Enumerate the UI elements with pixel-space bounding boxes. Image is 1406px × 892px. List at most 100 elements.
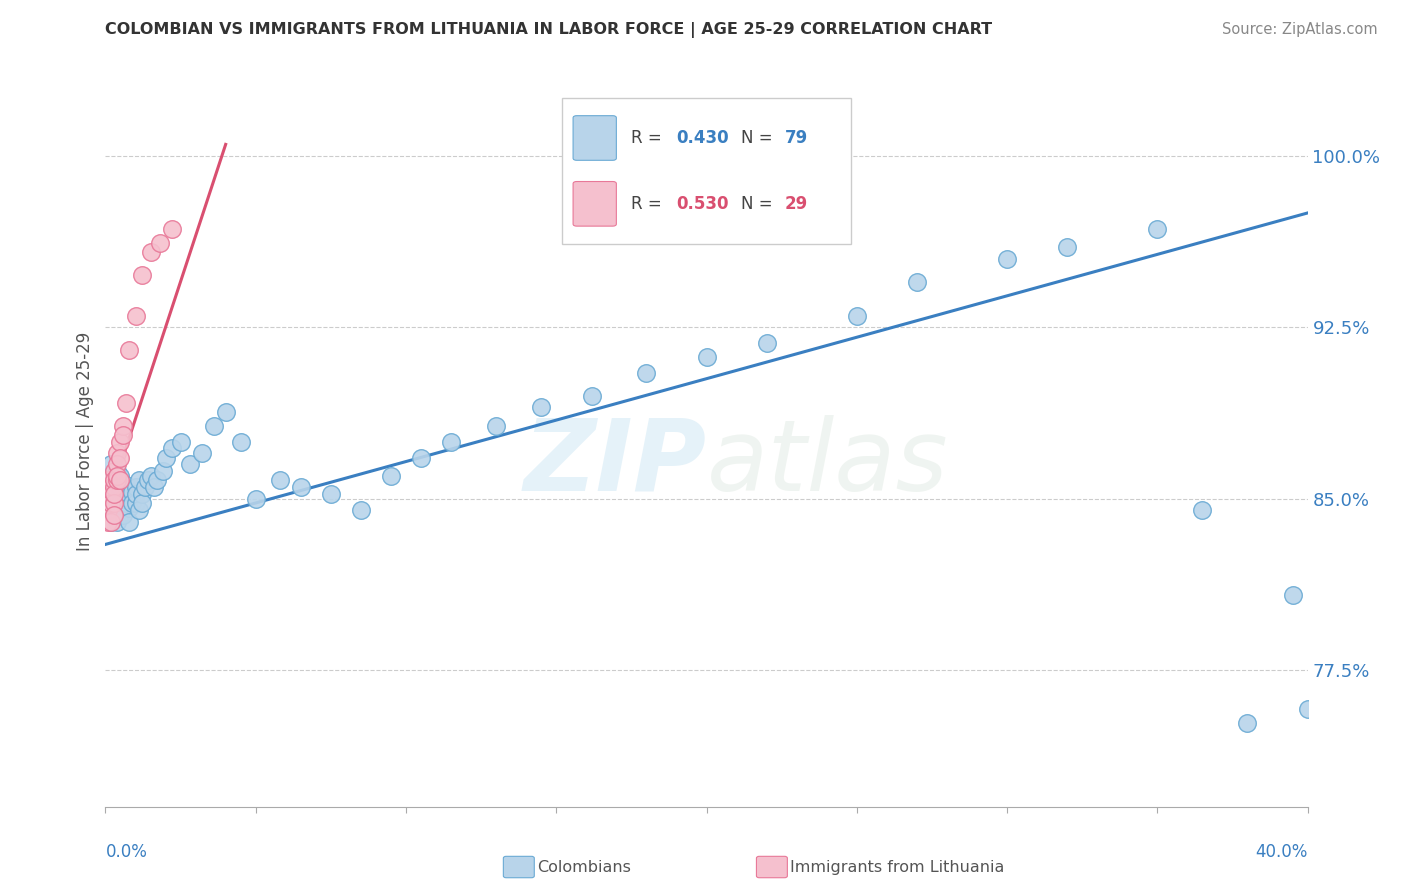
Point: [112, 427, 135, 442]
Text: Colombians: Colombians: [537, 860, 631, 874]
Point: [118, 487, 141, 501]
Point: [530, 401, 553, 415]
Text: ZIP: ZIP: [523, 415, 707, 512]
Point: [124, 487, 146, 501]
Point: [97, 496, 120, 510]
Point: [1056, 240, 1078, 254]
FancyBboxPatch shape: [574, 181, 616, 227]
Point: [905, 275, 928, 289]
Point: [136, 474, 159, 488]
Point: [107, 503, 129, 517]
Point: [128, 503, 150, 517]
Text: atlas: atlas: [707, 415, 948, 512]
Point: [995, 252, 1018, 266]
Point: [107, 515, 129, 529]
Point: [115, 491, 138, 506]
Point: [440, 434, 463, 449]
Point: [124, 480, 146, 494]
Point: [124, 309, 146, 323]
Point: [290, 480, 312, 494]
Point: [169, 434, 191, 449]
Point: [581, 389, 603, 403]
Point: [97, 468, 120, 483]
Point: [110, 450, 132, 465]
Point: [131, 487, 153, 501]
Point: [155, 450, 177, 465]
Point: [134, 480, 156, 494]
Point: [103, 480, 125, 494]
Point: [100, 474, 122, 488]
Point: [112, 418, 135, 433]
Point: [103, 508, 125, 522]
Point: [103, 487, 125, 501]
Point: [350, 503, 373, 517]
Point: [110, 480, 132, 494]
Point: [103, 496, 125, 510]
Point: [115, 496, 138, 510]
Point: [107, 474, 129, 488]
Point: [139, 468, 162, 483]
Text: 29: 29: [785, 194, 808, 213]
Point: [1281, 588, 1303, 602]
Point: [269, 474, 291, 488]
Point: [131, 496, 153, 510]
Point: [107, 458, 129, 472]
Point: [128, 474, 150, 488]
Point: [202, 418, 225, 433]
Point: [107, 474, 129, 488]
Point: [696, 350, 718, 364]
Point: [100, 484, 122, 499]
Text: 40.0%: 40.0%: [1256, 843, 1308, 861]
FancyBboxPatch shape: [562, 98, 851, 244]
Point: [118, 343, 141, 357]
Point: [97, 480, 120, 494]
Point: [110, 508, 132, 522]
Point: [97, 474, 120, 488]
Point: [131, 268, 153, 282]
Point: [636, 366, 658, 380]
Text: N =: N =: [741, 129, 779, 147]
Point: [124, 496, 146, 510]
Point: [103, 508, 125, 522]
Point: [179, 458, 201, 472]
Point: [110, 434, 132, 449]
Point: [100, 480, 122, 494]
Point: [107, 446, 129, 460]
Text: 0.530: 0.530: [676, 194, 728, 213]
Point: [100, 496, 122, 510]
Text: N =: N =: [741, 194, 779, 213]
Point: [110, 474, 132, 488]
Point: [103, 487, 125, 501]
Point: [100, 515, 122, 529]
Point: [107, 464, 129, 478]
Point: [112, 496, 135, 510]
Point: [100, 458, 122, 472]
Point: [1236, 715, 1258, 730]
Text: 0.430: 0.430: [676, 129, 730, 147]
Point: [1146, 222, 1168, 236]
Text: R =: R =: [631, 129, 666, 147]
Point: [845, 309, 868, 323]
Point: [112, 480, 135, 494]
Point: [107, 487, 129, 501]
Point: [152, 464, 174, 478]
Point: [214, 405, 236, 419]
Point: [103, 491, 125, 506]
Point: [148, 235, 170, 250]
Text: 0.0%: 0.0%: [105, 843, 148, 861]
Point: [1296, 702, 1319, 716]
Point: [110, 484, 132, 499]
Text: 79: 79: [785, 129, 808, 147]
Point: [118, 500, 141, 515]
Point: [755, 336, 778, 351]
Point: [103, 480, 125, 494]
Point: [100, 503, 122, 517]
Point: [190, 446, 212, 460]
Point: [121, 484, 143, 499]
Point: [110, 468, 132, 483]
Point: [112, 487, 135, 501]
Point: [118, 515, 141, 529]
Point: [142, 480, 165, 494]
Text: R =: R =: [631, 194, 666, 213]
Point: [1191, 503, 1213, 517]
